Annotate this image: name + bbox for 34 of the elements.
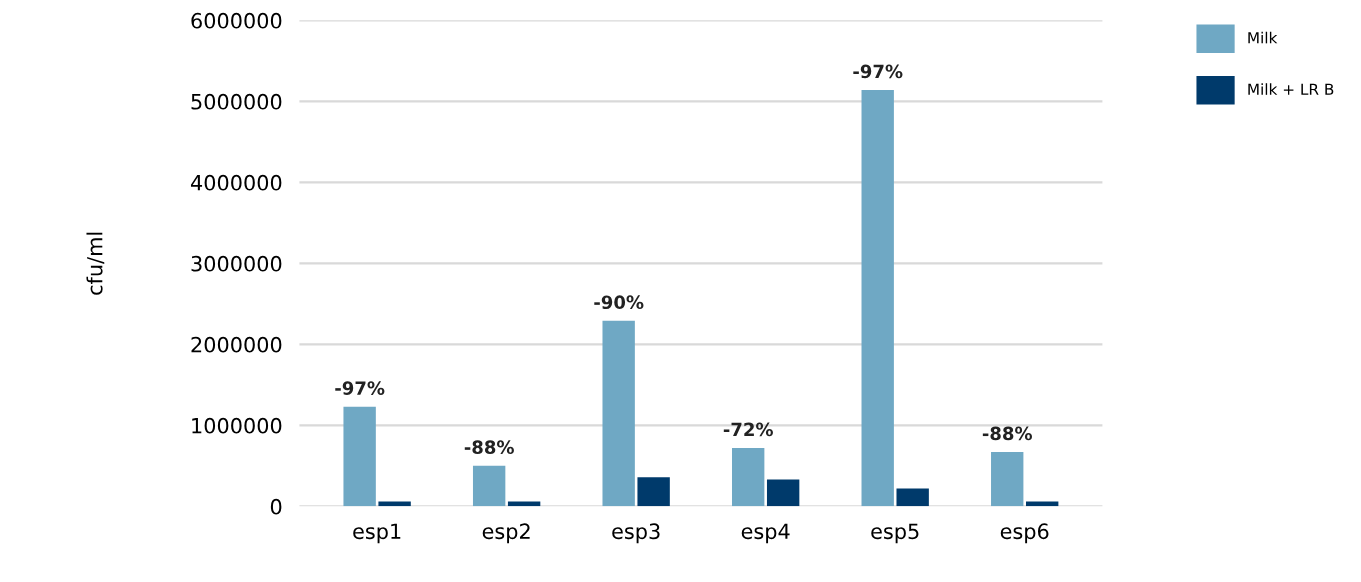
bar <box>896 488 929 507</box>
y-tick-label: 1000000 <box>192 417 282 434</box>
y-tick-label: 4000000 <box>190 174 282 191</box>
legend-label: Milk + LR B <box>1248 83 1334 95</box>
bar <box>472 465 506 507</box>
annotation: -88% <box>464 440 514 455</box>
bar <box>343 406 376 507</box>
y-tick-label: 5000000 <box>191 93 282 110</box>
annotation: -97% <box>335 381 385 395</box>
x-tick-label: esp3 <box>612 523 660 544</box>
y-tick-label: 3000000 <box>191 255 282 272</box>
bar <box>602 320 635 507</box>
x-tick-label: esp1 <box>353 523 401 544</box>
bar <box>637 477 670 507</box>
y-tick-label: 6000000 <box>191 12 282 29</box>
bar <box>766 479 800 507</box>
bar <box>378 501 411 507</box>
bar <box>861 90 894 507</box>
x-tick-label: esp6 <box>1000 523 1049 544</box>
x-tick-label: esp4 <box>741 523 790 544</box>
bar <box>1026 501 1059 507</box>
y-tick-label: 0 <box>270 498 282 515</box>
bar <box>507 501 541 507</box>
y-axis-title: cfu/ml <box>86 232 105 295</box>
bar <box>991 452 1024 507</box>
legend-label: Milk <box>1248 31 1278 44</box>
annotation: -72% <box>723 422 773 437</box>
bar <box>732 448 765 507</box>
x-tick-label: esp2 <box>482 523 530 544</box>
x-tick-label: esp5 <box>871 523 919 544</box>
annotation: -90% <box>594 295 644 310</box>
y-tick-label: 2000000 <box>191 336 282 353</box>
annotation: -88% <box>982 426 1032 441</box>
annotation: -97% <box>853 64 903 79</box>
